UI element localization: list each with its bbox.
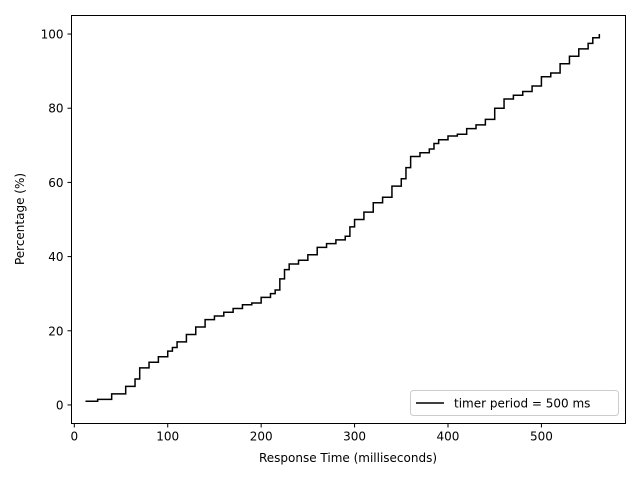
y-tick-label: 0 bbox=[56, 398, 64, 412]
legend-label: timer period = 500 ms bbox=[454, 397, 590, 411]
y-tick-label: 40 bbox=[48, 250, 63, 264]
y-tick-label: 80 bbox=[48, 102, 63, 116]
plot-area bbox=[85, 34, 601, 402]
x-tick-label: 500 bbox=[530, 430, 553, 444]
axes-frame bbox=[71, 15, 626, 424]
x-tick-label: 0 bbox=[70, 430, 78, 444]
x-tick-label: 200 bbox=[250, 430, 273, 444]
x-axis-label: Response Time (milliseconds) bbox=[259, 451, 437, 465]
legend: timer period = 500 ms bbox=[410, 390, 619, 416]
legend-box bbox=[410, 390, 619, 416]
y-axis-ticks: 0 20 40 60 80 100 bbox=[41, 28, 72, 412]
x-axis-ticks: 0 100 200 300 400 500 bbox=[70, 423, 553, 444]
series-line-0 bbox=[85, 34, 601, 402]
y-tick-label: 20 bbox=[48, 324, 63, 338]
x-tick-label: 100 bbox=[156, 430, 179, 444]
y-tick-label: 100 bbox=[41, 28, 64, 42]
y-tick-label: 60 bbox=[48, 176, 63, 190]
x-tick-label: 400 bbox=[437, 430, 460, 444]
x-tick-label: 300 bbox=[343, 430, 366, 444]
y-axis-label: Percentage (%) bbox=[13, 173, 27, 265]
